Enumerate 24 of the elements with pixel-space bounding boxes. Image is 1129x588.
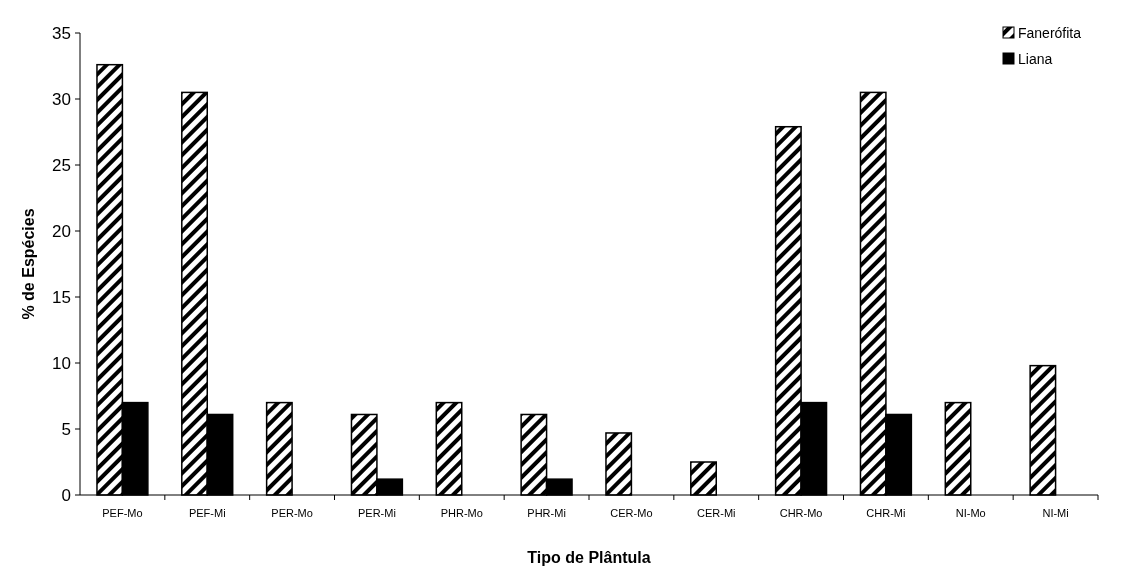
x-tick-label: PEF-Mi — [188, 507, 226, 519]
x-tick-label: CHR-Mi — [866, 507, 906, 519]
y-tick-label: 0 — [61, 485, 71, 505]
x-tick-label: CHR-Mo — [779, 507, 823, 519]
y-tick-label: 15 — [52, 287, 71, 307]
y-tick-label: 35 — [52, 23, 71, 43]
y-tick-label: 10 — [52, 353, 71, 373]
x-tick-label: CER-Mi — [697, 507, 736, 519]
x-tick-label: PHR-Mo — [440, 507, 483, 519]
y-tick-label: 25 — [52, 155, 71, 175]
x-tick-label: PHR-Mi — [527, 507, 566, 519]
legend-label: Fanerófita — [1018, 24, 1082, 41]
x-tick-label: PER-Mi — [357, 507, 396, 519]
y-tick-label: 30 — [52, 89, 71, 109]
x-tick-label: CER-Mo — [610, 507, 653, 519]
x-tick-label: NI-Mo — [955, 507, 986, 519]
x-tick-label: PER-Mo — [271, 507, 313, 519]
x-tick-label: PEF-Mo — [102, 507, 143, 519]
y-tick-label: 5 — [61, 419, 71, 439]
x-axis-title: Tipo de Plântula — [527, 549, 651, 566]
y-axis-title: % de Espécies — [19, 208, 37, 320]
legend-label: Liana — [1018, 50, 1053, 67]
x-tick-label: NI-Mi — [1042, 507, 1069, 519]
y-tick-label: 20 — [52, 221, 71, 241]
